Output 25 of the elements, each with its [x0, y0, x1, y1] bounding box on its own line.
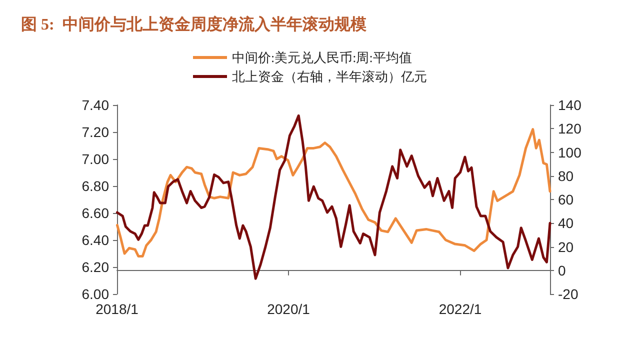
x-tick-label: 2020/1 [267, 301, 310, 317]
y-tick-label: 6.40 [82, 232, 110, 248]
y2-tick-label: 120 [558, 120, 582, 137]
chart-title: 图 5: 中间价与北上资金周度净流入半年滚动规模 [21, 14, 366, 34]
legend-label: 北上资金（右轴，半年滚动）亿元 [232, 69, 427, 84]
x-tick-label: 2018/1 [96, 301, 139, 317]
y2-tick-label: 20 [558, 238, 574, 255]
y-tick-label: 7.20 [82, 124, 110, 140]
line-series [116, 114, 552, 280]
y2-tick-label: 60 [558, 192, 574, 208]
y-tick-label: 7.00 [82, 151, 110, 167]
y2-tick-label: 100 [558, 144, 582, 160]
legend-label: 中间价:美元兑人民币:周:平均值 [232, 50, 412, 65]
y-tick-label: 6.20 [82, 259, 110, 275]
y-tick-label: 7.40 [82, 97, 110, 113]
y2-tick-label: 80 [558, 168, 574, 184]
line-series [116, 128, 552, 258]
y2-tick-label: 140 [558, 97, 582, 113]
y-tick-label: 6.60 [82, 205, 110, 221]
y-tick-label: 6.00 [82, 286, 110, 302]
y-tick-label: 6.80 [82, 178, 110, 194]
x-tick-label: 2022/1 [438, 301, 482, 317]
y2-tick-label: 0 [558, 262, 566, 278]
y2-tick-label: -20 [558, 286, 578, 302]
y2-tick-label: 40 [558, 215, 574, 232]
